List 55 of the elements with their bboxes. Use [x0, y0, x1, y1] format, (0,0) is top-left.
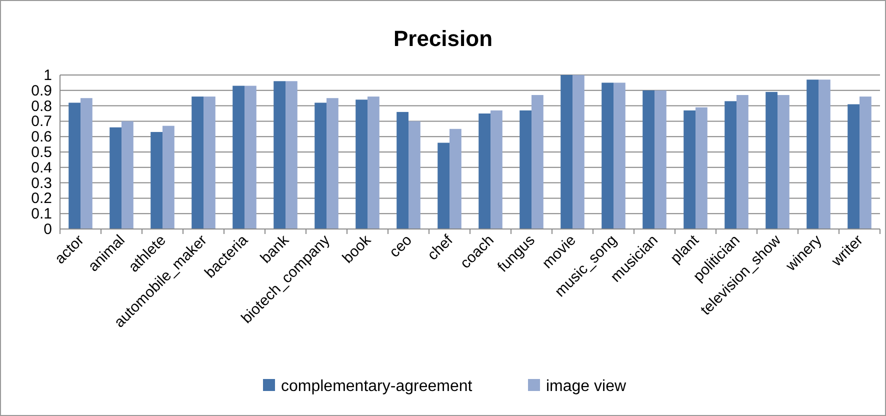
bar [150, 132, 162, 229]
y-tick-label: 0.8 [31, 98, 52, 115]
bar [408, 121, 420, 229]
bar [162, 126, 174, 229]
y-tick-label: 0.9 [31, 82, 52, 100]
bar [684, 110, 696, 229]
x-tick-label: ceo [386, 232, 416, 261]
bar [642, 90, 654, 229]
bar [314, 102, 326, 229]
bar [572, 75, 584, 229]
bar [724, 101, 736, 229]
bar [368, 96, 380, 229]
bar [560, 75, 572, 229]
bar [736, 95, 748, 229]
bar [68, 102, 80, 229]
bar [274, 81, 286, 229]
bar [450, 128, 462, 229]
bar [806, 80, 818, 229]
chart-title: Precision [393, 26, 493, 51]
bar [356, 100, 368, 229]
y-tick-label: 0.1 [31, 206, 52, 223]
bar [192, 96, 204, 229]
bar [80, 98, 92, 229]
bar [602, 82, 614, 229]
bar [326, 98, 338, 229]
bar [122, 121, 134, 229]
y-tick-label: 0 [44, 221, 52, 238]
bar [818, 80, 830, 229]
bar [520, 110, 532, 229]
bar [490, 110, 502, 229]
bar [110, 127, 122, 229]
bar [848, 104, 860, 229]
bar [438, 142, 450, 229]
bar [778, 95, 790, 229]
bar [286, 81, 298, 229]
bar [614, 82, 626, 229]
bar [696, 107, 708, 229]
y-tick-label: 0.6 [31, 128, 52, 146]
legend-label: image view [546, 378, 626, 395]
bar [654, 90, 666, 229]
legend-label: complementary-agreement [281, 378, 473, 395]
bar [478, 114, 490, 229]
bar [244, 86, 256, 229]
bar [204, 96, 216, 229]
y-tick-label: 0.7 [31, 113, 52, 130]
y-tick-label: 0.2 [31, 190, 52, 208]
y-tick-label: 0.3 [31, 174, 52, 192]
bar [396, 112, 408, 229]
y-tick-label: 0.5 [31, 144, 52, 161]
bar [766, 92, 778, 229]
y-tick-label: 1 [44, 67, 52, 84]
bar [860, 96, 872, 229]
bar [232, 86, 244, 229]
y-tick-label: 0.4 [31, 159, 52, 176]
bar [532, 95, 544, 229]
